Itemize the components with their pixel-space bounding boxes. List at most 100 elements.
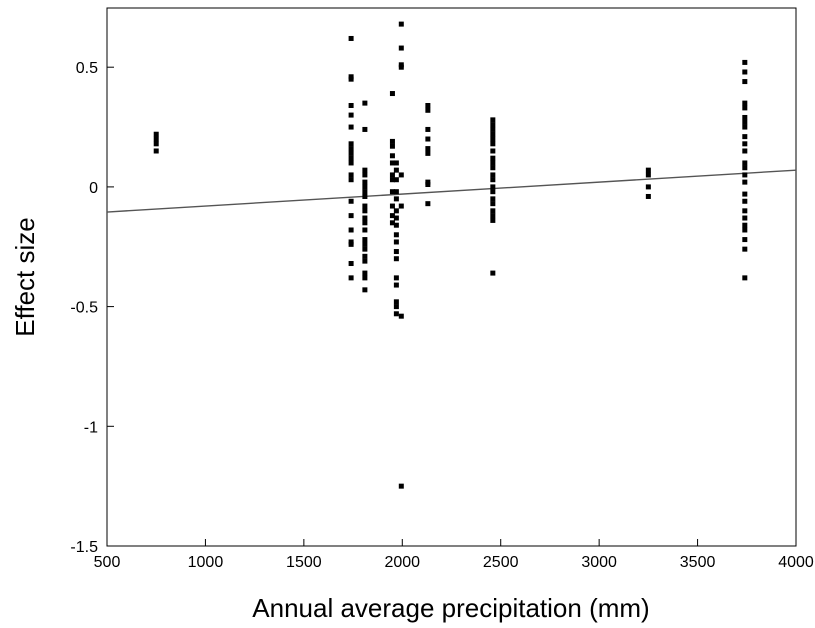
data-point [742, 124, 748, 130]
data-point [348, 155, 354, 161]
regression-line [106, 169, 797, 213]
data-point [389, 138, 395, 144]
x-axis-title: Annual average precipitation (mm) [252, 593, 649, 623]
data-point [490, 136, 496, 142]
data-point [393, 215, 399, 221]
data-point [393, 196, 399, 202]
data-point [389, 213, 395, 219]
data-point [398, 64, 404, 70]
data-point [425, 201, 431, 207]
data-point [393, 275, 399, 281]
data-point [153, 148, 159, 154]
data-point [742, 79, 748, 85]
data-point [362, 184, 368, 190]
data-point [742, 148, 748, 154]
data-point [362, 246, 368, 252]
data-point [348, 76, 354, 82]
data-point [490, 126, 496, 132]
data-point [398, 483, 404, 489]
y-axis-title: Effect size [10, 217, 40, 336]
data-point [362, 193, 368, 199]
data-point [490, 117, 496, 123]
data-point [742, 134, 748, 140]
data-point [362, 215, 368, 221]
data-point [393, 167, 399, 173]
data-point [742, 172, 748, 178]
data-point [393, 239, 399, 245]
data-point [490, 270, 496, 276]
data-point [348, 227, 354, 233]
data-point [348, 213, 354, 219]
data-point [398, 45, 404, 51]
data-point [153, 136, 159, 142]
x-axis: 500 1000 1500 2000 2500 3000 3500 4000 [94, 539, 814, 571]
data-point [490, 122, 496, 128]
data-point [490, 141, 496, 147]
data-point [348, 261, 354, 267]
data-point [742, 246, 748, 252]
data-point [645, 172, 651, 178]
data-point [393, 160, 399, 166]
data-point [389, 189, 395, 195]
data-point [393, 299, 399, 305]
data-point [490, 131, 496, 137]
data-point [362, 189, 368, 195]
data-point [645, 193, 651, 199]
data-point [490, 148, 496, 154]
data-point [389, 172, 395, 178]
data-point [742, 227, 748, 233]
data-point [362, 270, 368, 276]
data-point [348, 146, 354, 152]
data-point [393, 256, 399, 262]
data-point [490, 184, 496, 190]
data-point [742, 59, 748, 65]
y-tick-label: -1.5 [70, 539, 98, 556]
data-point [389, 160, 395, 166]
data-point [362, 227, 368, 233]
x-tick-label: 1500 [286, 554, 322, 571]
data-point [742, 100, 748, 106]
data-point [362, 220, 368, 226]
data-point [742, 119, 748, 125]
data-point [742, 237, 748, 243]
data-point [362, 237, 368, 243]
data-point [490, 201, 496, 207]
data-point [348, 198, 354, 204]
data-point [393, 189, 399, 195]
y-tick-label: 0 [89, 180, 98, 197]
data-point [398, 172, 404, 178]
x-tick-label: 1000 [188, 554, 224, 571]
data-point [362, 172, 368, 178]
data-point [389, 153, 395, 159]
y-tick-label: 0.5 [76, 60, 98, 77]
data-point [425, 136, 431, 142]
data-point [425, 150, 431, 156]
data-point [398, 21, 404, 27]
data-point [742, 191, 748, 197]
data-point [362, 275, 368, 281]
data-point [348, 160, 354, 166]
x-tick-label: 2500 [483, 554, 519, 571]
data-point [490, 177, 496, 183]
data-point [348, 177, 354, 183]
data-point [490, 217, 496, 223]
data-point [362, 203, 368, 209]
data-point [425, 182, 431, 188]
data-point [398, 203, 404, 209]
data-point [348, 112, 354, 118]
data-point [742, 165, 748, 171]
data-point [389, 203, 395, 209]
data-point [398, 313, 404, 319]
fit-line-group [106, 169, 797, 213]
data-point [362, 100, 368, 106]
data-point [362, 241, 368, 247]
data-point [742, 105, 748, 111]
data-point [425, 146, 431, 152]
data-point [362, 253, 368, 259]
y-tick-label: -1 [84, 419, 98, 436]
data-point [153, 131, 159, 137]
data-point [389, 220, 395, 226]
data-point [389, 91, 395, 97]
x-tick-label: 2000 [384, 554, 420, 571]
